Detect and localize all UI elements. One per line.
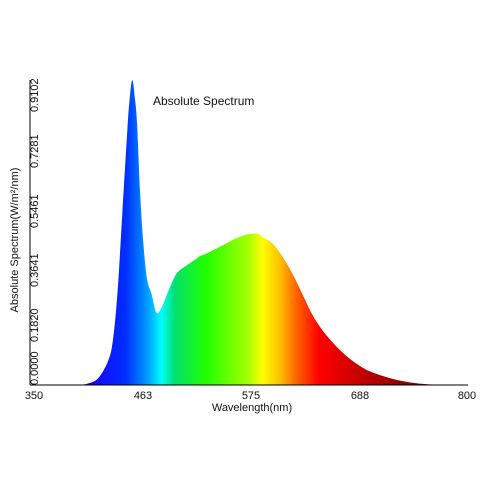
y-tick-label: 0.7281 — [29, 134, 41, 168]
plot-area — [78, 80, 449, 386]
y-tick-label: 0.9102 — [29, 78, 41, 112]
x-tick-label: 800 — [458, 390, 476, 402]
y-tick-label: 0.3641 — [29, 253, 41, 287]
y-tick-label: 0.1820 — [29, 308, 41, 342]
x-tick-label: 463 — [134, 390, 152, 402]
y-axis-title: Absolute Spectrum(W/m²/nm) — [9, 168, 21, 313]
y-tick-label: 0.0000 — [29, 351, 41, 385]
spectrum-area — [78, 80, 449, 386]
x-tick-label: 350 — [25, 390, 43, 402]
x-tick-label: 688 — [351, 390, 369, 402]
x-tick-label: 575 — [242, 390, 260, 402]
y-tick-label: 0.5461 — [29, 194, 41, 228]
chart-title: Absolute Spectrum — [153, 94, 254, 108]
x-axis-title: Wavelength(nm) — [212, 402, 292, 414]
